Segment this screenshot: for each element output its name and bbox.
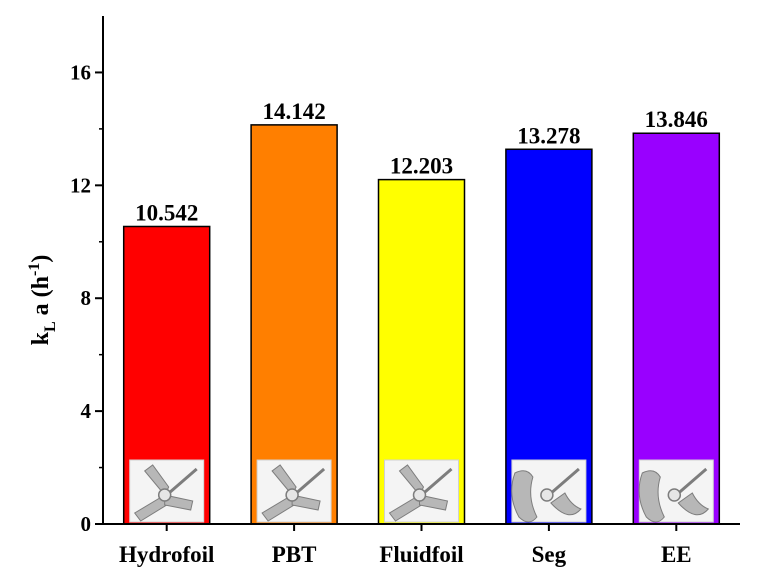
y-tick-label-4: 4 [81,399,92,423]
data-label-pbt: 14.142 [262,99,325,124]
shaft-line [675,467,708,497]
blade-shape [511,470,538,523]
seg-impeller-icon [511,459,587,523]
y-axis-title: kL a (h-1) [26,255,59,346]
x-tick-label-seg: Seg [532,542,567,567]
bar-pbt [250,124,338,525]
shaft-line [547,467,580,497]
pbt-impeller-icon [256,459,332,523]
data-label-hydrofoil: 10.542 [135,200,198,225]
y-tick-label-12: 12 [70,173,91,197]
hub-circle [540,488,554,502]
hydrofoil-impeller-icon [129,459,205,523]
x-tick-label-fluidfoil: Fluidfoil [379,542,463,567]
x-tick-label-pbt: PBT [272,542,317,567]
hub-circle [157,488,172,502]
y-tick-label-16: 16 [70,60,91,84]
shaft-line [420,467,453,497]
hub-circle [412,488,427,502]
blade-shape [677,492,710,516]
x-tick-label-hydrofoil: Hydrofoil [119,542,214,567]
hub-circle [285,488,299,502]
hub-circle [667,488,682,502]
y-tick-label-8: 8 [81,286,92,310]
axes-layer: Hydrofoil PBT Fluidfoil Seg EE 0 4 8 12 16 [70,16,740,567]
blade-shape [638,470,665,523]
y-tick-label-0: 0 [81,512,92,536]
ee-impeller-icon [638,459,714,523]
impeller-insets-layer [129,459,714,523]
blade-shape [550,492,582,516]
shaft-line [293,467,326,497]
data-label-fluidfoil: 12.203 [390,154,453,179]
shaft-line [165,467,198,497]
x-tick-label-ee: EE [661,542,692,567]
fluidfoil-impeller-icon [384,459,459,523]
data-label-ee: 13.846 [645,107,708,132]
data-label-seg: 13.278 [517,123,580,148]
